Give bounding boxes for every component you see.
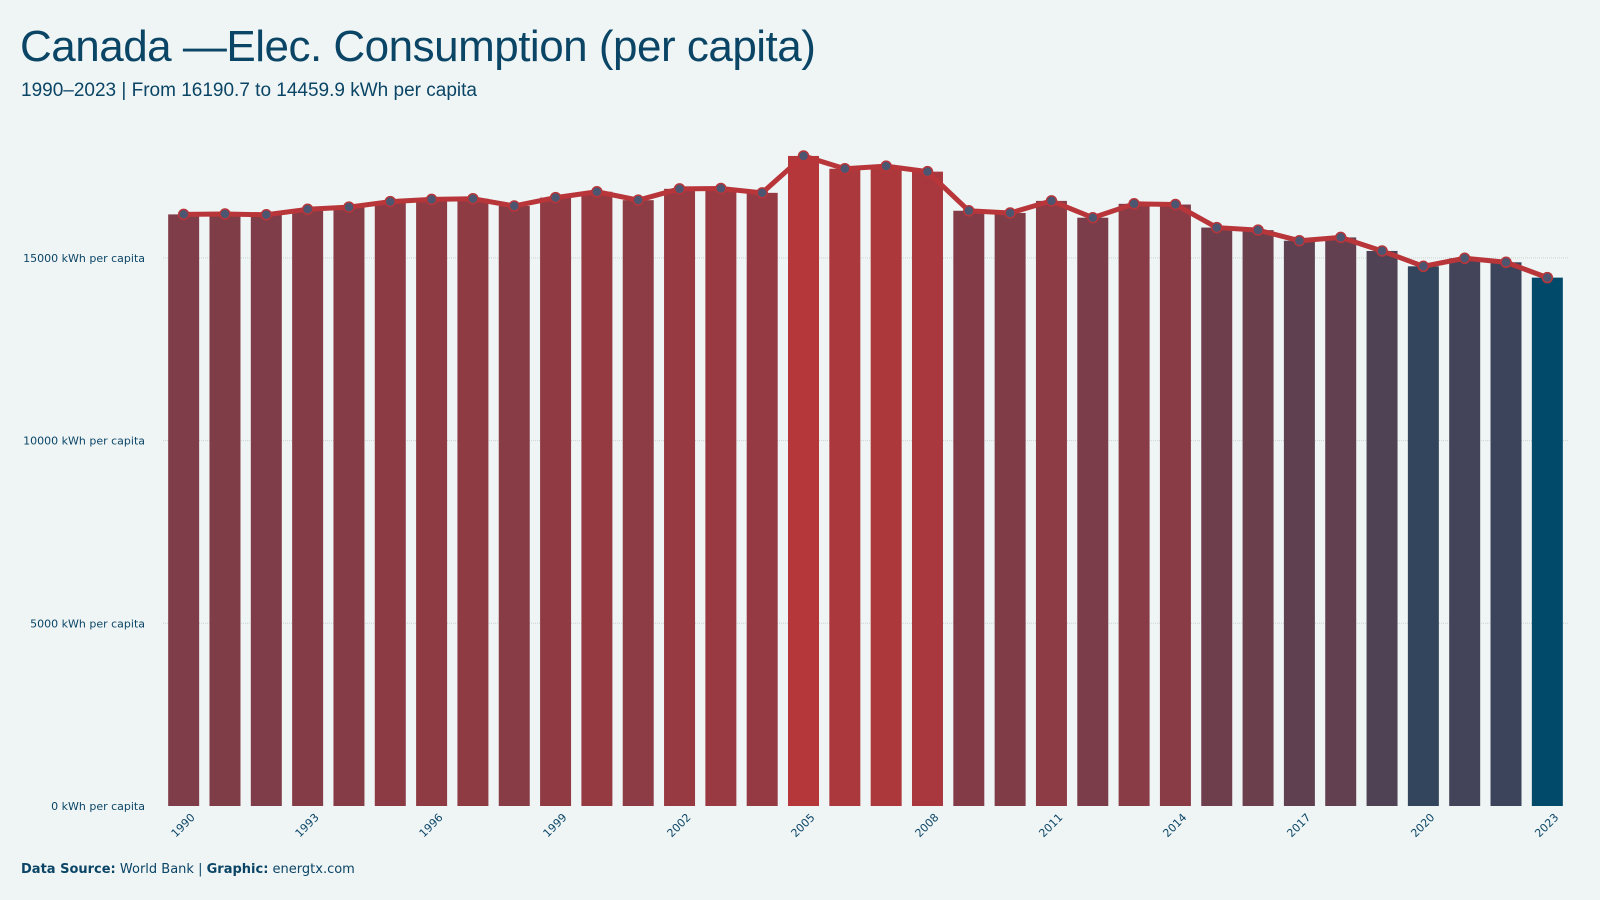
point-2018 bbox=[1334, 231, 1347, 244]
point-2010 bbox=[1004, 207, 1016, 219]
x-tick-label: 1993 bbox=[293, 811, 322, 840]
x-tick-label: 2005 bbox=[789, 811, 818, 840]
point-2023 bbox=[1541, 271, 1554, 284]
point-1995 bbox=[384, 195, 397, 208]
bar-1996 bbox=[416, 199, 448, 807]
point-1997 bbox=[467, 192, 479, 205]
x-tick-label: 2017 bbox=[1284, 811, 1313, 840]
bar-2023 bbox=[1531, 277, 1563, 806]
point-2007 bbox=[880, 160, 892, 172]
point-2000 bbox=[591, 186, 603, 198]
point-2017 bbox=[1293, 234, 1306, 247]
x-tick-label: 2011 bbox=[1036, 811, 1065, 840]
point-2020 bbox=[1417, 260, 1430, 273]
x-tick-label: 1990 bbox=[169, 811, 198, 840]
bar-1998 bbox=[498, 206, 530, 806]
bar-2010 bbox=[994, 212, 1026, 806]
bar-2018 bbox=[1325, 237, 1357, 806]
x-tick-label: 2002 bbox=[665, 811, 694, 840]
point-2015 bbox=[1211, 221, 1223, 234]
bar-2012 bbox=[1077, 217, 1109, 807]
point-2014 bbox=[1169, 198, 1182, 211]
bar-2004 bbox=[746, 192, 778, 806]
y-tick-label: 0 kWh per capita bbox=[51, 800, 145, 813]
bar-2017 bbox=[1283, 240, 1315, 806]
bar-2003 bbox=[705, 188, 737, 807]
bar-1997 bbox=[457, 198, 489, 806]
trend-line bbox=[181, 153, 1550, 281]
x-tick-label: 2020 bbox=[1408, 811, 1437, 840]
point-2012 bbox=[1087, 211, 1099, 224]
bar-1990 bbox=[168, 214, 200, 807]
x-tick-label: 2014 bbox=[1160, 811, 1189, 840]
point-2002 bbox=[673, 183, 686, 195]
point-2001 bbox=[632, 194, 644, 206]
point-2006 bbox=[839, 162, 851, 175]
bar-1992 bbox=[250, 214, 282, 806]
point-2022 bbox=[1500, 256, 1512, 269]
point-1996 bbox=[425, 193, 438, 206]
y-tick-label: 5000 kWh per capita bbox=[30, 617, 145, 630]
bar-2015 bbox=[1201, 227, 1233, 807]
point-2008 bbox=[921, 165, 934, 178]
bar-1999 bbox=[540, 197, 572, 807]
point-2021 bbox=[1458, 252, 1471, 265]
bar-2011 bbox=[1035, 200, 1067, 806]
point-2011 bbox=[1045, 195, 1058, 207]
bar-2020 bbox=[1407, 266, 1439, 806]
source-value: World Bank bbox=[119, 862, 194, 877]
point-1990 bbox=[177, 208, 190, 221]
bar-2016 bbox=[1242, 230, 1274, 806]
bar-2013 bbox=[1118, 203, 1150, 806]
point-2003 bbox=[715, 182, 727, 195]
graphic-value: energtx.com bbox=[272, 862, 355, 877]
graphic-label: Graphic: bbox=[206, 862, 269, 877]
bar-2005 bbox=[788, 155, 820, 806]
source-label: Data Source: bbox=[21, 862, 116, 877]
bar-2002 bbox=[664, 188, 696, 807]
bar-1994 bbox=[333, 207, 365, 807]
point-2005 bbox=[797, 150, 810, 162]
chart-title: Canada —Elec. Consumption (per capita) bbox=[20, 22, 816, 71]
bar-2009 bbox=[953, 210, 985, 807]
bar-2014 bbox=[1159, 204, 1191, 806]
bar-2007 bbox=[870, 166, 902, 806]
bar-2006 bbox=[829, 168, 861, 806]
point-2019 bbox=[1376, 245, 1388, 257]
bar-1993 bbox=[292, 209, 324, 806]
point-1994 bbox=[343, 201, 355, 213]
bar-1991 bbox=[209, 214, 241, 807]
point-1993 bbox=[301, 203, 314, 216]
x-tick-label: 2023 bbox=[1532, 811, 1561, 840]
bar-2019 bbox=[1366, 250, 1398, 806]
x-tick-label: 2008 bbox=[913, 811, 942, 840]
point-1999 bbox=[549, 191, 562, 204]
bar-2021 bbox=[1449, 258, 1481, 806]
point-2004 bbox=[756, 187, 768, 199]
point-1992 bbox=[260, 209, 273, 221]
bar-1995 bbox=[374, 201, 406, 807]
point-1991 bbox=[219, 208, 231, 220]
chart-caption: Data Source: World Bank | Graphic: energ… bbox=[21, 862, 355, 877]
bar-2001 bbox=[622, 200, 654, 806]
y-tick-label: 10000 kWh per capita bbox=[23, 435, 145, 448]
bar-2008 bbox=[911, 171, 943, 806]
y-tick-label: 15000 kWh per capita bbox=[23, 252, 145, 265]
bar-2022 bbox=[1490, 262, 1522, 807]
point-1998 bbox=[508, 200, 520, 212]
point-2009 bbox=[963, 205, 975, 217]
point-2013 bbox=[1128, 198, 1140, 210]
bar-2000 bbox=[581, 191, 613, 806]
chart-subtitle: 1990–2023 | From 16190.7 to 14459.9 kWh … bbox=[21, 80, 477, 101]
point-2016 bbox=[1252, 224, 1264, 236]
caption-separator: | bbox=[198, 862, 203, 877]
x-tick-label: 1996 bbox=[417, 811, 446, 840]
x-tick-label: 1999 bbox=[541, 811, 570, 840]
